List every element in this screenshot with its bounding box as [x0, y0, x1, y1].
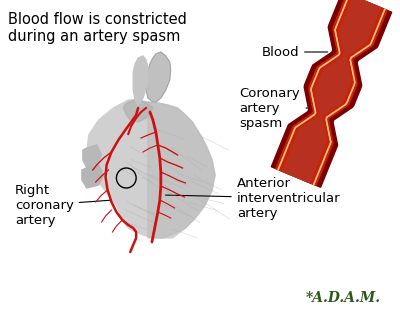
Polygon shape — [276, 0, 387, 185]
Polygon shape — [82, 165, 104, 188]
Text: Coronary
artery
spasm: Coronary artery spasm — [240, 86, 308, 130]
Text: *A.D.A.M.: *A.D.A.M. — [306, 291, 381, 305]
Polygon shape — [146, 52, 171, 102]
Polygon shape — [83, 145, 102, 168]
Polygon shape — [87, 100, 215, 238]
Polygon shape — [133, 56, 148, 105]
Text: Blood flow is constricted
during an artery spasm: Blood flow is constricted during an arte… — [8, 12, 187, 44]
Polygon shape — [148, 102, 215, 238]
Text: Anterior
interventricular
artery: Anterior interventricular artery — [166, 177, 340, 220]
Polygon shape — [282, 0, 381, 183]
Polygon shape — [271, 0, 392, 187]
Polygon shape — [123, 100, 153, 122]
Text: Right
coronary
artery: Right coronary artery — [15, 183, 111, 227]
Text: Blood: Blood — [262, 45, 328, 59]
